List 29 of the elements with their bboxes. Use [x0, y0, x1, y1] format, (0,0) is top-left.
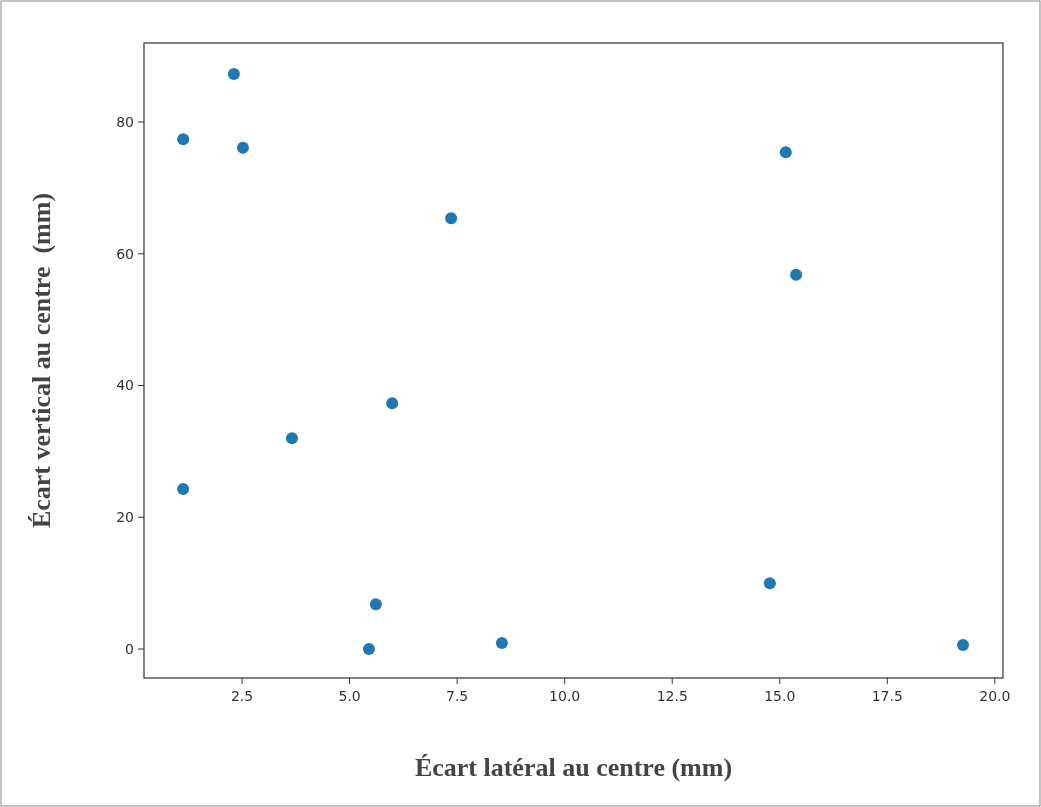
- x-tick-label: 20.0: [979, 688, 1011, 704]
- point: [177, 482, 190, 495]
- y-axis-title: Écart vertical au centre (mm): [27, 192, 56, 529]
- point: [790, 268, 803, 281]
- y-tick-label: 60: [116, 245, 134, 262]
- point: [369, 598, 382, 611]
- x-tick-label: 12.5: [656, 688, 688, 704]
- point: [236, 141, 249, 154]
- point: [763, 577, 776, 590]
- point: [957, 639, 969, 652]
- y-tick-label: 0: [125, 640, 134, 657]
- point: [177, 133, 190, 146]
- point: [495, 637, 508, 650]
- x-tick-label: 7.5: [446, 688, 469, 704]
- x-tick-label: 15.0: [764, 688, 796, 704]
- x-tick-label: 17.5: [871, 688, 903, 704]
- point: [445, 212, 458, 225]
- y-tick-label: 20: [116, 509, 134, 526]
- point: [227, 67, 240, 80]
- point: [386, 397, 399, 410]
- point: [285, 432, 298, 445]
- point: [362, 643, 375, 656]
- x-tick-label: 10.0: [549, 688, 581, 704]
- x-tick-label: 2.5: [230, 688, 254, 704]
- y-tick-label: 80: [116, 113, 134, 130]
- x-axis-title: Écart latéral au centre (mm): [414, 753, 733, 782]
- point: [779, 146, 792, 159]
- x-tick-label: 5.0: [338, 688, 361, 704]
- y-tick-label: 40: [116, 377, 134, 394]
